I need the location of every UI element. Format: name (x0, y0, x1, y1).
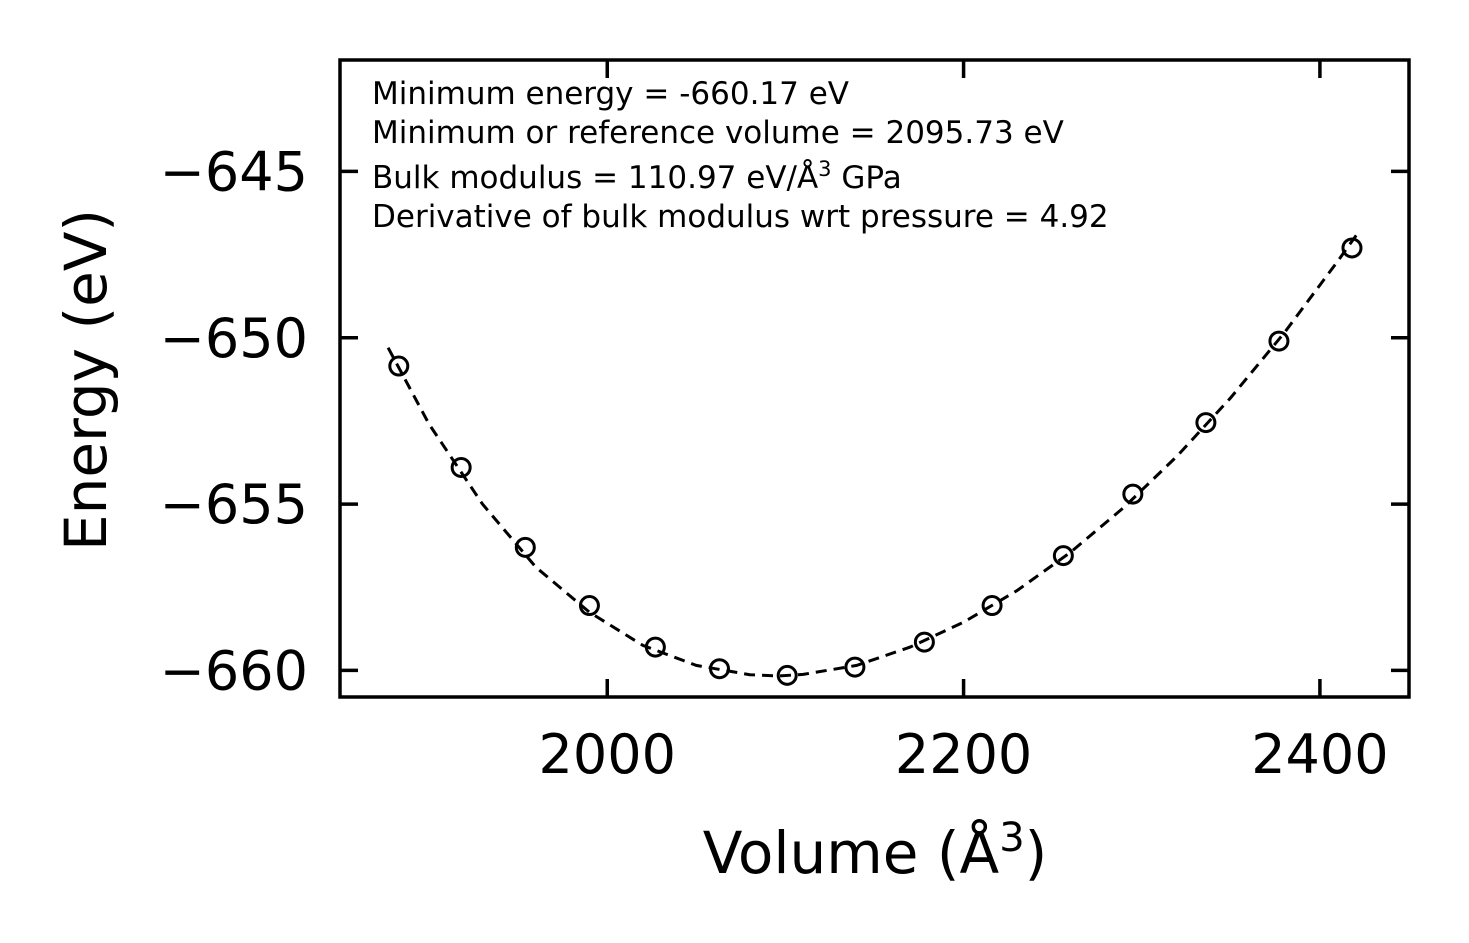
annotation-bulk-modulus-text: Bulk modulus = 110.97 eV/Å (372, 160, 818, 196)
fit-curve (386, 230, 1361, 678)
data-point (1052, 545, 1074, 567)
y-tick-label: −645 (160, 140, 308, 203)
data-point (708, 658, 730, 680)
x-axis-title-end: ) (1025, 819, 1048, 887)
data-point (1122, 483, 1144, 505)
x-tick-label: 2400 (1251, 723, 1388, 786)
data-point (981, 595, 1003, 617)
data-point (776, 664, 798, 686)
data-point (1195, 412, 1217, 434)
y-tick-label: −650 (160, 307, 308, 370)
data-point (388, 355, 410, 377)
x-axis-title-text: Volume (Å (703, 818, 1000, 887)
axis-ticks (340, 60, 1409, 697)
x-tick-label: 2000 (539, 723, 676, 786)
data-point (644, 636, 666, 658)
data-point (913, 631, 935, 653)
x-tick-label: 2200 (895, 723, 1032, 786)
y-axis-title: Energy (eV) (52, 209, 120, 551)
axis-tick-labels: 2000 2200 2400 −645 −650 −655 −660 (160, 140, 1389, 786)
annotation-ref-volume: Minimum or reference volume = 2095.73 eV (372, 115, 1064, 151)
data-point (514, 536, 536, 558)
data-point (450, 456, 472, 478)
data-point (1268, 330, 1290, 352)
x-axis-title-sup: 3 (999, 815, 1024, 861)
data-point (844, 656, 866, 678)
data-point (578, 595, 600, 617)
x-axis-title: Volume (Å3) (703, 815, 1048, 887)
data-point (1341, 237, 1363, 259)
annotation-bulk-derivative: Derivative of bulk modulus wrt pressure … (372, 199, 1109, 235)
annotation-bulk-modulus-suffix: GPa (832, 160, 902, 196)
y-tick-label: −660 (160, 639, 308, 702)
annotation-bulk-modulus-sup: 3 (818, 157, 831, 181)
annotation-min-energy: Minimum energy = -660.17 eV (372, 76, 849, 112)
data-markers (388, 237, 1363, 686)
plot-frame (338, 58, 1411, 699)
y-tick-label: −655 (160, 473, 308, 536)
annotation-bulk-modulus: Bulk modulus = 110.97 eV/Å3 GPa (372, 157, 902, 196)
